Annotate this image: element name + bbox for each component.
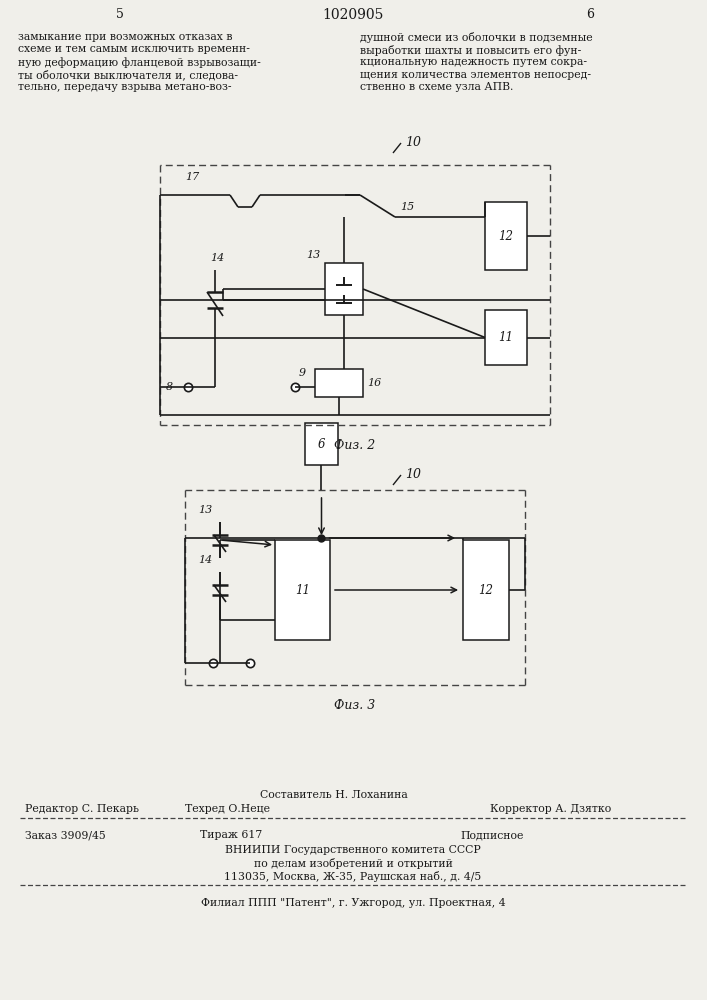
Text: 14: 14 xyxy=(210,253,224,263)
Text: 11: 11 xyxy=(498,331,513,344)
Text: Тираж 617: Тираж 617 xyxy=(200,830,262,840)
Text: 10: 10 xyxy=(405,136,421,149)
Text: 17: 17 xyxy=(185,172,199,182)
Text: ты оболочки выключателя и, следова-: ты оболочки выключателя и, следова- xyxy=(18,70,238,80)
Text: 12: 12 xyxy=(479,584,493,596)
Bar xyxy=(305,423,338,465)
Text: 11: 11 xyxy=(295,584,310,596)
Text: душной смеси из оболочки в подземные: душной смеси из оболочки в подземные xyxy=(360,32,592,43)
Text: 5: 5 xyxy=(116,8,124,21)
Bar xyxy=(325,263,363,315)
Text: 113035, Москва, Ж-35, Раушская наб., д. 4/5: 113035, Москва, Ж-35, Раушская наб., д. … xyxy=(224,871,481,882)
Text: Техред О.Неце: Техред О.Неце xyxy=(185,804,270,814)
Bar xyxy=(485,202,527,270)
Text: ВНИИПИ Государственного комитета СССР: ВНИИПИ Государственного комитета СССР xyxy=(225,845,481,855)
Text: Редактор С. Пекарь: Редактор С. Пекарь xyxy=(25,804,139,814)
Text: Заказ 3909/45: Заказ 3909/45 xyxy=(25,830,106,840)
Text: 16: 16 xyxy=(367,378,381,388)
Text: 9: 9 xyxy=(299,368,306,378)
Text: 13: 13 xyxy=(198,505,212,515)
Text: схеме и тем самым исключить временн-: схеме и тем самым исключить временн- xyxy=(18,44,250,54)
Text: кциональную надежность путем сокра-: кциональную надежность путем сокра- xyxy=(360,57,587,67)
Text: 6: 6 xyxy=(317,438,325,450)
Bar xyxy=(275,540,330,640)
Text: 8: 8 xyxy=(166,382,173,392)
Text: тельно, передачу взрыва метано-воз-: тельно, передачу взрыва метано-воз- xyxy=(18,82,231,92)
Text: 13: 13 xyxy=(305,250,320,260)
Text: Фuз. 2: Фuз. 2 xyxy=(334,439,375,452)
Bar xyxy=(463,540,509,640)
Text: Составитель Н. Лоханина: Составитель Н. Лоханина xyxy=(260,790,408,800)
Text: выработки шахты и повысить его фун-: выработки шахты и повысить его фун- xyxy=(360,44,581,55)
Bar xyxy=(485,310,527,365)
Text: Подписное: Подписное xyxy=(460,830,523,840)
Text: 10: 10 xyxy=(405,468,421,482)
Text: 12: 12 xyxy=(498,230,513,242)
Text: 1020905: 1020905 xyxy=(322,8,384,22)
Text: замыкание при возможных отказах в: замыкание при возможных отказах в xyxy=(18,32,233,42)
Text: Корректор А. Дзятко: Корректор А. Дзятко xyxy=(490,804,612,814)
Text: 6: 6 xyxy=(586,8,594,21)
Text: ную деформацию фланцевой взрывозащи-: ную деформацию фланцевой взрывозащи- xyxy=(18,57,261,68)
Text: по делам изобретений и открытий: по делам изобретений и открытий xyxy=(254,858,452,869)
Text: Филиал ППП "Патент", г. Ужгород, ул. Проектная, 4: Филиал ППП "Патент", г. Ужгород, ул. Про… xyxy=(201,898,506,908)
Text: ственно в схеме узла АПВ.: ственно в схеме узла АПВ. xyxy=(360,82,513,92)
Text: 14: 14 xyxy=(198,555,212,565)
Bar xyxy=(315,369,363,397)
Text: Фuз. 3: Фuз. 3 xyxy=(334,699,375,712)
Text: 15: 15 xyxy=(400,202,414,212)
Text: щения количества элементов непосред-: щения количества элементов непосред- xyxy=(360,70,591,80)
